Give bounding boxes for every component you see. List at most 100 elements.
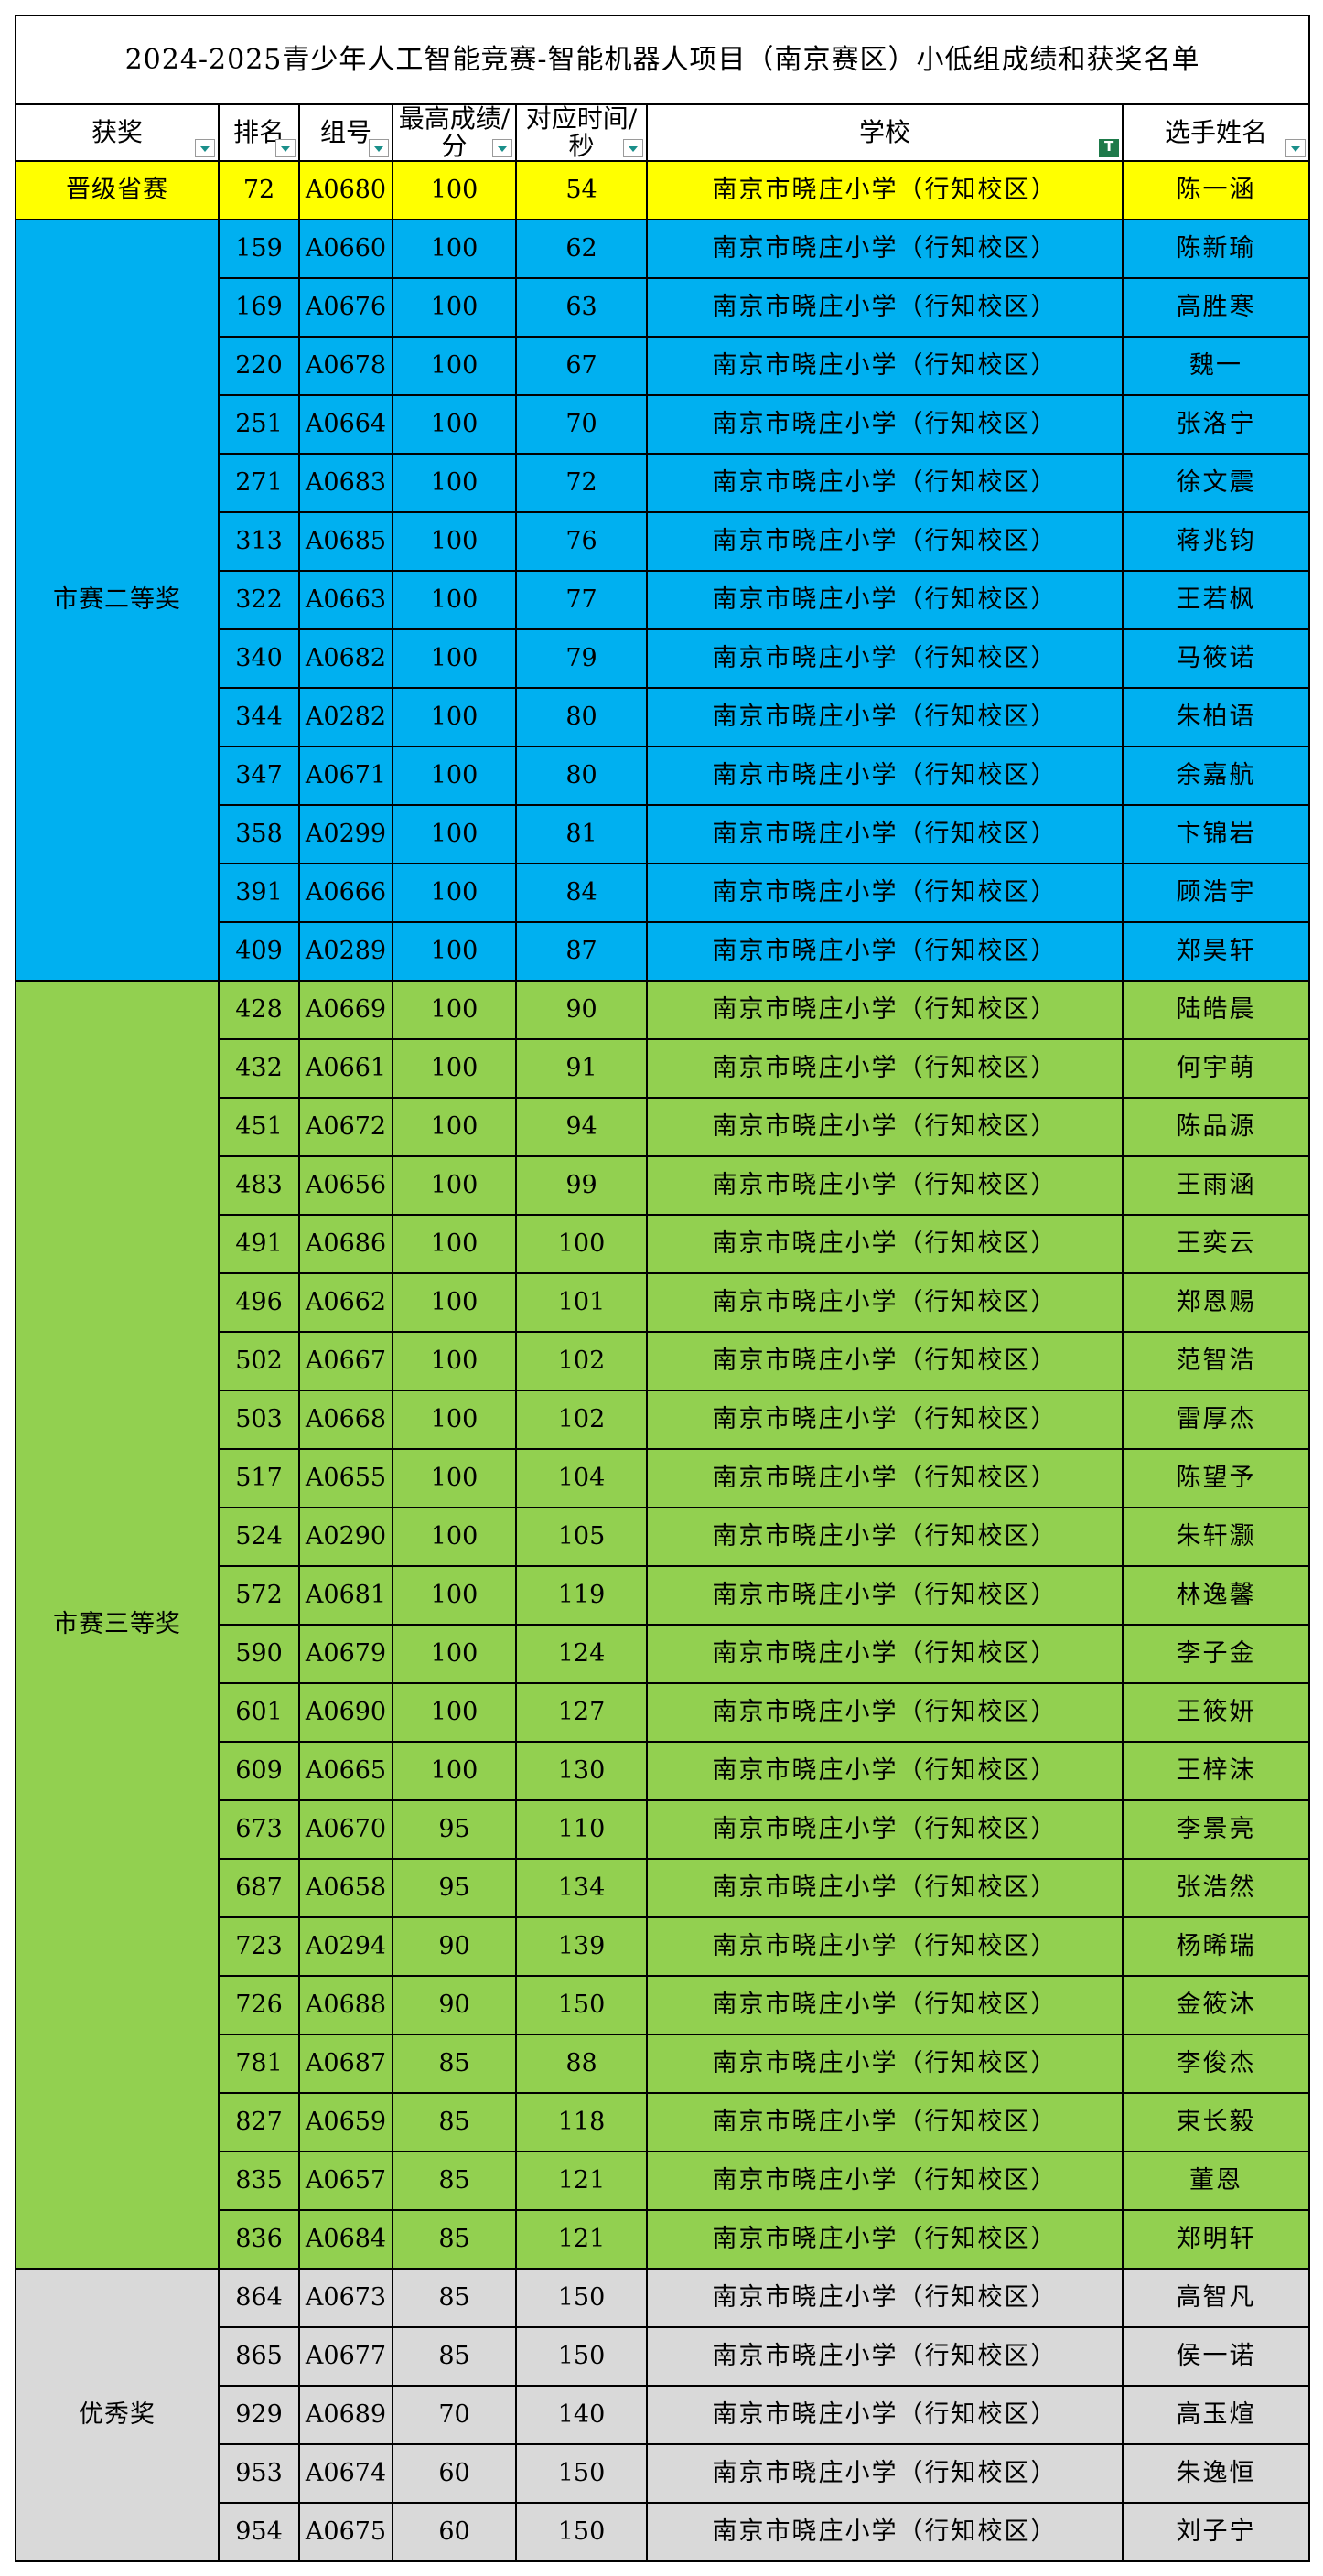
time-cell: 80 — [515, 746, 648, 806]
rank-cell: 220 — [218, 336, 300, 396]
name-cell: 刘子宁 — [1121, 2502, 1311, 2562]
name-cell: 高玉煊 — [1121, 2385, 1311, 2445]
rank-cell: 451 — [218, 1097, 300, 1157]
time-cell: 150 — [515, 2268, 648, 2328]
score-cell: 85 — [392, 2092, 517, 2152]
school-cell: 南京市晓庄小学（行知校区） — [646, 2443, 1124, 2504]
table-row: 271 A0683 100 72 南京市晓庄小学（行知校区） 徐文震 — [16, 453, 1311, 513]
school-cell: 南京市晓庄小学（行知校区） — [646, 1390, 1124, 1450]
group-cell: A0665 — [298, 1741, 393, 1801]
time-cell: 101 — [515, 1272, 648, 1333]
group-cell: A0677 — [298, 2326, 393, 2387]
group-cell: A0687 — [298, 2034, 393, 2094]
filter-dropdown-icon[interactable] — [369, 139, 389, 157]
group-cell: A0299 — [298, 804, 393, 864]
time-cell: 118 — [515, 2092, 648, 2152]
table-row: 929 A0689 70 140 南京市晓庄小学（行知校区） 高玉煊 — [16, 2385, 1311, 2445]
score-cell: 100 — [392, 804, 517, 864]
time-cell: 150 — [515, 1975, 648, 2035]
table-row: 503 A0668 100 102 南京市晓庄小学（行知校区） 雷厚杰 — [16, 1390, 1311, 1450]
filter-dropdown-icon[interactable] — [623, 139, 643, 157]
score-cell: 85 — [392, 2326, 517, 2387]
time-cell: 139 — [515, 1916, 648, 1977]
group-cell: A0657 — [298, 2151, 393, 2211]
score-header-label: 最高成绩/分 — [398, 104, 511, 161]
rank-header: 排名 — [218, 103, 300, 162]
table-row: 169 A0676 100 63 南京市晓庄小学（行知校区） 高胜寒 — [16, 277, 1311, 338]
group-cell: A0290 — [298, 1507, 393, 1567]
rank-cell: 864 — [218, 2268, 300, 2328]
rank-cell: 483 — [218, 1155, 300, 1216]
rank-cell: 609 — [218, 1741, 300, 1801]
filter-dropdown-icon[interactable] — [275, 139, 296, 157]
table-row: 432 A0661 100 91 南京市晓庄小学（行知校区） 何宇萌 — [16, 1038, 1311, 1099]
name-header-label: 选手姓名 — [1165, 117, 1268, 147]
group-cell: A0671 — [298, 746, 393, 806]
name-cell: 束长毅 — [1121, 2092, 1311, 2152]
name-cell: 高胜寒 — [1121, 277, 1311, 338]
school-cell: 南京市晓庄小学（行知校区） — [646, 277, 1124, 338]
rank-cell: 673 — [218, 1799, 300, 1860]
time-cell: 134 — [515, 1858, 648, 1918]
score-cell: 100 — [392, 1038, 517, 1099]
name-cell: 李景亮 — [1121, 1799, 1311, 1860]
table-row: 517 A0655 100 104 南京市晓庄小学（行知校区） 陈望予 — [16, 1448, 1311, 1508]
score-cell: 100 — [392, 277, 517, 338]
time-header-label: 对应时间/秒 — [525, 104, 638, 161]
rank-cell: 726 — [218, 1975, 300, 2035]
school-cell: 南京市晓庄小学（行知校区） — [646, 2326, 1124, 2387]
rank-cell: 347 — [218, 746, 300, 806]
time-cell: 104 — [515, 1448, 648, 1508]
score-cell: 100 — [392, 1390, 517, 1450]
rank-cell: 929 — [218, 2385, 300, 2445]
rank-cell: 687 — [218, 1858, 300, 1918]
school-cell: 南京市晓庄小学（行知校区） — [646, 1038, 1124, 1099]
score-cell: 100 — [392, 160, 517, 220]
time-cell: 91 — [515, 1038, 648, 1099]
rank-cell: 601 — [218, 1682, 300, 1743]
score-cell: 85 — [392, 2268, 517, 2328]
filter-dropdown-icon[interactable] — [195, 139, 215, 157]
school-cell: 南京市晓庄小学（行知校区） — [646, 160, 1124, 220]
rank-cell: 723 — [218, 1916, 300, 1977]
name-cell: 朱逸恒 — [1121, 2443, 1311, 2504]
table-row: 835 A0657 85 121 南京市晓庄小学（行知校区） 董恩 — [16, 2151, 1311, 2211]
rank-cell: 572 — [218, 1565, 300, 1626]
table-row: 251 A0664 100 70 南京市晓庄小学（行知校区） 张洛宁 — [16, 394, 1311, 455]
time-cell: 127 — [515, 1682, 648, 1743]
time-cell: 119 — [515, 1565, 648, 1626]
table-row: 502 A0667 100 102 南京市晓庄小学（行知校区） 范智浩 — [16, 1331, 1311, 1391]
name-cell: 魏一 — [1121, 336, 1311, 396]
school-cell: 南京市晓庄小学（行知校区） — [646, 1331, 1124, 1391]
name-cell: 陆皓晨 — [1121, 980, 1311, 1040]
time-cell: 99 — [515, 1155, 648, 1216]
group-cell: A0289 — [298, 921, 393, 982]
school-cell: 南京市晓庄小学（行知校区） — [646, 1799, 1124, 1860]
time-cell: 121 — [515, 2151, 648, 2211]
score-cell: 100 — [392, 1507, 517, 1567]
filter-dropdown-icon[interactable] — [492, 139, 512, 157]
score-cell: 100 — [392, 1214, 517, 1274]
time-cell: 72 — [515, 453, 648, 513]
school-cell: 南京市晓庄小学（行知校区） — [646, 1448, 1124, 1508]
school-cell: 南京市晓庄小学（行知校区） — [646, 2268, 1124, 2328]
score-cell: 100 — [392, 863, 517, 923]
rank-cell: 517 — [218, 1448, 300, 1508]
rank-cell: 496 — [218, 1272, 300, 1333]
filter-dropdown-icon[interactable] — [1285, 139, 1307, 157]
group-cell: A0690 — [298, 1682, 393, 1743]
group-cell: A0688 — [298, 1975, 393, 2035]
score-cell: 100 — [392, 1272, 517, 1333]
table-row: 496 A0662 100 101 南京市晓庄小学（行知校区） 郑恩赐 — [16, 1272, 1311, 1333]
table-row: 726 A0688 90 150 南京市晓庄小学（行知校区） 金筱沐 — [16, 1975, 1311, 2035]
filter-active-icon[interactable] — [1099, 139, 1119, 157]
group-cell: A0676 — [298, 277, 393, 338]
school-cell: 南京市晓庄小学（行知校区） — [646, 1214, 1124, 1274]
name-cell: 杨晞瑞 — [1121, 1916, 1311, 1977]
name-cell: 林逸馨 — [1121, 1565, 1311, 1626]
time-cell: 84 — [515, 863, 648, 923]
time-cell: 102 — [515, 1390, 648, 1450]
time-cell: 54 — [515, 160, 648, 220]
name-cell: 朱轩灏 — [1121, 1507, 1311, 1567]
group-cell: A0664 — [298, 394, 393, 455]
